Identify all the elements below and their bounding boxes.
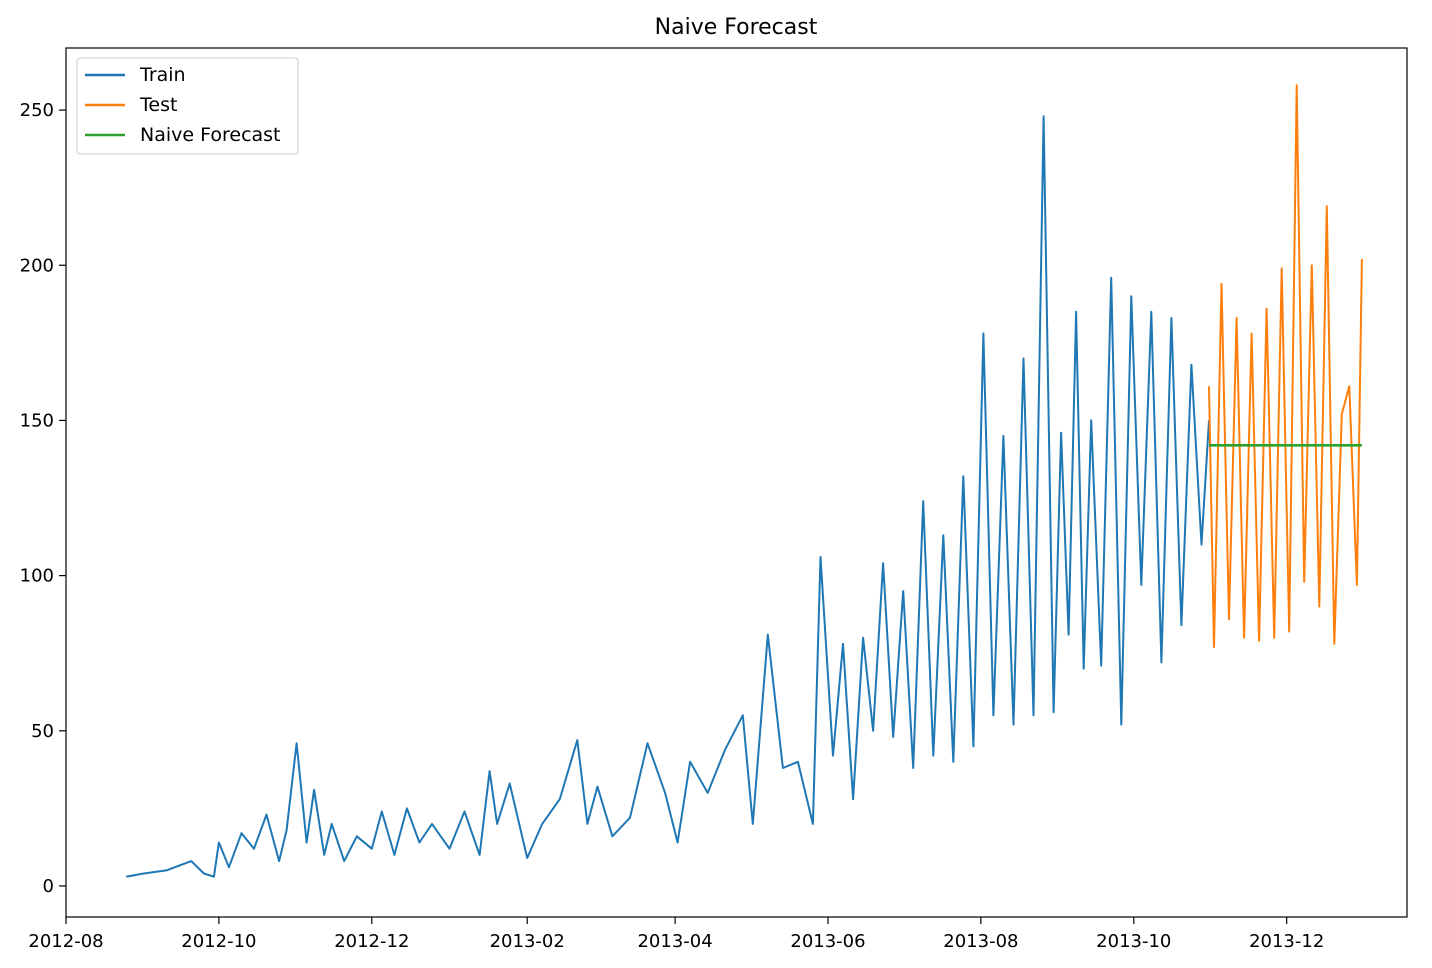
- series-line-test: [1208, 84, 1363, 648]
- series-lines: [126, 84, 1363, 878]
- y-tick-label: 200: [20, 255, 54, 276]
- legend-label: Train: [139, 64, 186, 86]
- y-axis: 0 50 100 150 200 250: [20, 100, 66, 897]
- legend: Train Test Naive Forecast: [76, 57, 299, 155]
- y-tick-label: 100: [20, 566, 54, 587]
- legend-label: Naive Forecast: [140, 124, 281, 146]
- x-tick-label: 2013-10: [1096, 931, 1171, 952]
- chart-title: Naive Forecast: [655, 15, 818, 40]
- series-line-train: [126, 115, 1210, 878]
- x-tick-label: 2012-08: [28, 931, 103, 952]
- x-tick-label: 2013-06: [790, 931, 865, 952]
- legend-label: Test: [139, 94, 177, 116]
- legend-box: [76, 57, 299, 155]
- y-tick-label: 0: [43, 876, 54, 897]
- y-tick-label: 250: [20, 100, 54, 121]
- y-tick-label: 50: [31, 721, 54, 742]
- x-tick-label: 2012-10: [181, 931, 256, 952]
- x-tick-label: 2013-02: [490, 931, 565, 952]
- x-tick-label: 2013-08: [943, 931, 1018, 952]
- y-tick-label: 150: [20, 410, 54, 431]
- x-tick-label: 2012-12: [334, 931, 409, 952]
- x-axis: 2012-08 2012-10 2012-12 2013-02 2013-04 2013-…: [28, 917, 1324, 952]
- x-tick-label: 2013-04: [637, 931, 712, 952]
- axes-frame: [65, 47, 1408, 918]
- x-tick-label: 2013-12: [1249, 931, 1324, 952]
